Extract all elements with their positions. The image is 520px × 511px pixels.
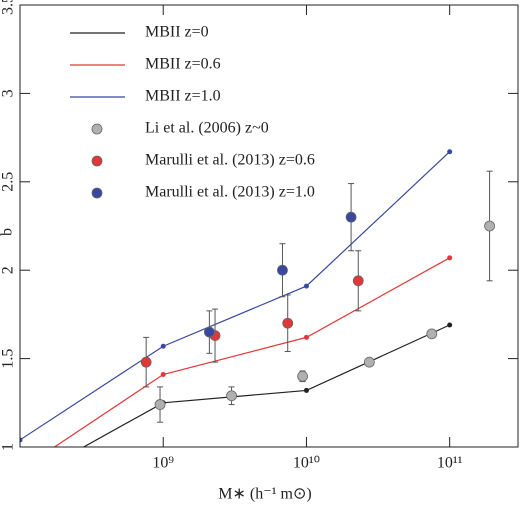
data-point	[226, 390, 237, 402]
y-axis-label: b	[0, 228, 16, 236]
model-point	[303, 283, 309, 289]
x-tick-label: 10¹⁰	[293, 455, 320, 472]
model-line	[82, 324, 450, 447]
model-point	[160, 372, 166, 378]
data-point	[154, 399, 166, 410]
legend-label: Marulli et al. (2013) z=0.6	[145, 152, 315, 169]
data-point	[484, 220, 495, 232]
model-point	[160, 343, 166, 349]
legend-marker	[91, 187, 103, 199]
data-point	[277, 264, 288, 276]
legend-label: MBII z=0.6	[145, 56, 221, 73]
axes-frame	[19, 4, 519, 448]
model-point	[18, 467, 23, 472]
data-point	[282, 317, 294, 329]
y-tick-label: 2.5	[0, 172, 17, 192]
model-point	[447, 149, 453, 155]
data-point	[203, 326, 215, 338]
model-point	[303, 334, 309, 340]
model-line	[53, 257, 450, 447]
legend-label: Marulli et al. (2013) z=1.0	[145, 184, 315, 201]
y-tick-label: 3	[0, 89, 17, 97]
y-tick-label: 3.5	[0, 0, 17, 15]
y-tick-label: 1.5	[0, 349, 17, 369]
data-point	[140, 356, 152, 368]
model-point	[447, 255, 453, 261]
model-point	[303, 387, 309, 393]
x-tick-label: 10¹¹	[437, 455, 463, 472]
legend-marker	[91, 123, 103, 135]
legend-label: MBII z=1.0	[145, 88, 221, 105]
x-axis-label: M∗ (h⁻¹ m⊙)	[218, 486, 311, 503]
legend-marker	[91, 155, 103, 167]
y-tick-label: 2	[0, 266, 17, 274]
model-point	[18, 480, 23, 485]
data-point	[352, 275, 364, 287]
model-point	[20, 437, 23, 443]
model-line	[20, 151, 451, 441]
x-tick-label: 10⁹	[152, 455, 174, 472]
data-point	[426, 328, 438, 340]
y-tick-label: 1	[0, 443, 17, 451]
data-point	[363, 356, 375, 368]
model-point	[447, 322, 453, 328]
legend-label: MBII z=0	[145, 24, 209, 41]
data-point	[345, 211, 357, 223]
plot-area	[18, 149, 495, 485]
data-point	[297, 370, 308, 382]
legend-label: Li et al. (2006) z~0	[145, 120, 269, 137]
